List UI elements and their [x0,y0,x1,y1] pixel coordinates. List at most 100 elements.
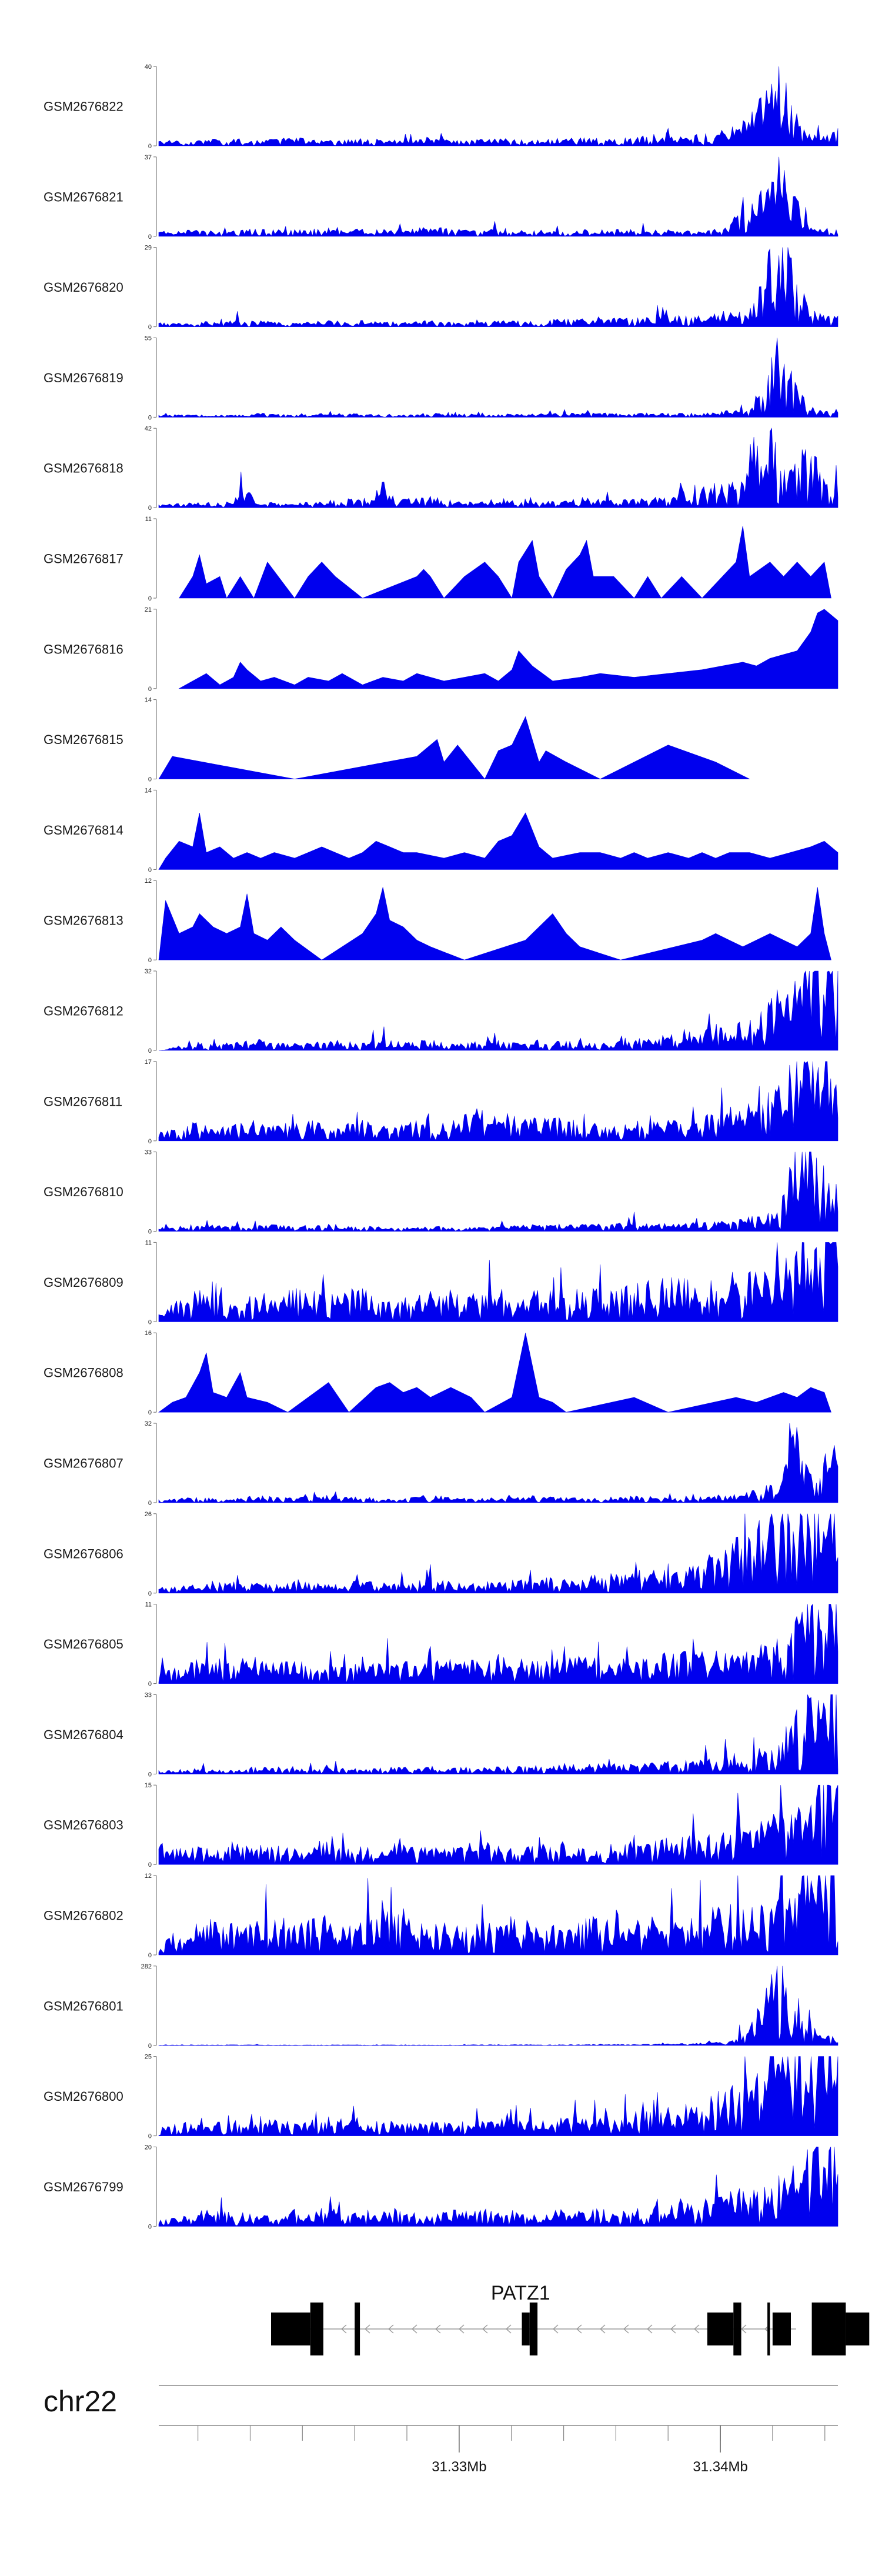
y-max-label: 21 [145,606,152,613]
track-label: GSM2676813 [44,913,123,928]
coverage-area [158,716,750,780]
strand-arrow [623,2324,629,2334]
track-label: GSM2676811 [44,1094,122,1109]
track-gsm2676805: GSM2676805 11 0 [44,1601,838,1688]
strand-arrow [340,2324,347,2334]
coverage-area [158,428,838,508]
coverage-area [158,2056,838,2136]
y-max-label: 20 [145,2144,152,2151]
y-min-label: 0 [148,233,152,241]
y-max-label: 282 [141,1963,152,1970]
track-label: GSM2676808 [44,1366,123,1380]
exon-block [522,2313,530,2345]
track-gsm2676819: GSM2676819 55 0 [44,335,838,421]
y-max-label: 12 [145,1873,152,1880]
major-tick-label: 31.33Mb [432,2459,486,2475]
track-label: GSM2676812 [44,1004,123,1019]
strand-arrow [646,2324,653,2334]
track-gsm2676816: GSM2676816 21 0 [44,606,838,693]
track-label: GSM2676802 [44,1908,123,1923]
track-gsm2676802: GSM2676802 12 0 [44,1873,838,1959]
coverage-tracks: GSM2676822400GSM2676821370GSM2676820290G… [44,64,838,2230]
coverage-area [158,1966,838,2046]
coverage-area [158,1784,838,1865]
track-label: GSM2676805 [44,1637,123,1651]
track-label: GSM2676819 [44,371,123,385]
exon-block [529,2303,538,2355]
y-min-label: 0 [148,595,152,602]
genome-axis: chr22 31.33Mb 31.34Mb [44,2385,838,2475]
y-min-label: 0 [148,1138,152,1145]
track-label: GSM2676801 [44,1998,123,2013]
y-max-label: 11 [145,1601,152,1609]
track-label: GSM2676806 [44,1546,123,1561]
track-gsm2676808: GSM2676808 16 0 [44,1330,831,1416]
track-label: GSM2676810 [44,1184,123,1199]
y-max-label: 17 [145,1059,152,1066]
strand-arrow [482,2324,488,2334]
track-label: GSM2676816 [44,642,123,656]
track-gsm2676818: GSM2676818 42 0 [44,425,838,512]
exon-block [733,2303,741,2355]
coverage-area [158,66,838,146]
track-gsm2676815: GSM2676815 14 0 [44,697,750,783]
strand-arrow [505,2324,512,2334]
y-min-label: 0 [148,1409,152,1416]
track-label: GSM2676807 [44,1456,123,1471]
y-min-label: 0 [148,1229,152,1236]
y-min-label: 0 [148,776,152,783]
strand-arrow [670,2324,676,2334]
track-gsm2676806: GSM2676806 26 0 [44,1511,838,1597]
y-max-label: 29 [145,245,152,252]
track-label: GSM2676803 [44,1818,123,1833]
coverage-area [158,1152,838,1232]
exon-block [772,2313,791,2345]
strand-arrow [387,2324,394,2334]
coverage-area [158,1423,838,1503]
track-label: GSM2676815 [44,732,123,747]
exon-block [811,2303,846,2355]
y-max-label: 33 [145,1149,152,1156]
coverage-area [158,1513,838,1594]
coverage-area [158,2147,838,2227]
y-min-label: 0 [148,1861,152,1868]
y-min-label: 0 [148,143,152,150]
track-label: GSM2676820 [44,280,123,295]
track-gsm2676799: GSM2676799 20 0 [44,2144,838,2230]
coverage-area [158,1603,838,1684]
strand-arrow [435,2324,441,2334]
track-gsm2676800: GSM2676800 25 0 [44,2054,838,2140]
coverage-area [158,247,838,328]
y-min-label: 0 [148,324,152,331]
y-min-label: 0 [148,414,152,421]
coverage-area [158,1875,838,1956]
y-max-label: 40 [145,64,152,71]
track-gsm2676803: GSM2676803 15 0 [44,1782,838,1868]
track-gsm2676820: GSM2676820 29 0 [44,245,838,331]
y-min-label: 0 [148,957,152,964]
coverage-area [179,526,831,599]
coverage-area [158,1333,831,1413]
y-min-label: 0 [148,505,152,512]
strand-arrow [576,2324,582,2334]
track-label: GSM2676799 [44,2180,123,2194]
y-min-label: 0 [148,866,152,873]
track-label: GSM2676809 [44,1275,123,1290]
coverage-area [158,812,838,870]
y-max-label: 32 [145,1420,152,1427]
strand-arrow [552,2324,559,2334]
track-label: GSM2676822 [44,99,123,114]
track-label: GSM2676814 [44,823,123,837]
track-label: GSM2676800 [44,2089,123,2104]
y-max-label: 37 [145,154,152,161]
y-min-label: 0 [148,1681,152,1688]
coverage-area [158,1694,838,1774]
track-label: GSM2676817 [44,552,123,566]
coverage-area [158,887,831,960]
track-label: GSM2676821 [44,189,123,204]
track-gsm2676811: GSM2676811 17 0 [44,1059,838,1145]
track-gsm2676812: GSM2676812 32 0 [44,968,838,1055]
track-gsm2676813: GSM2676813 12 0 [44,877,831,964]
y-min-label: 0 [148,1952,152,1959]
